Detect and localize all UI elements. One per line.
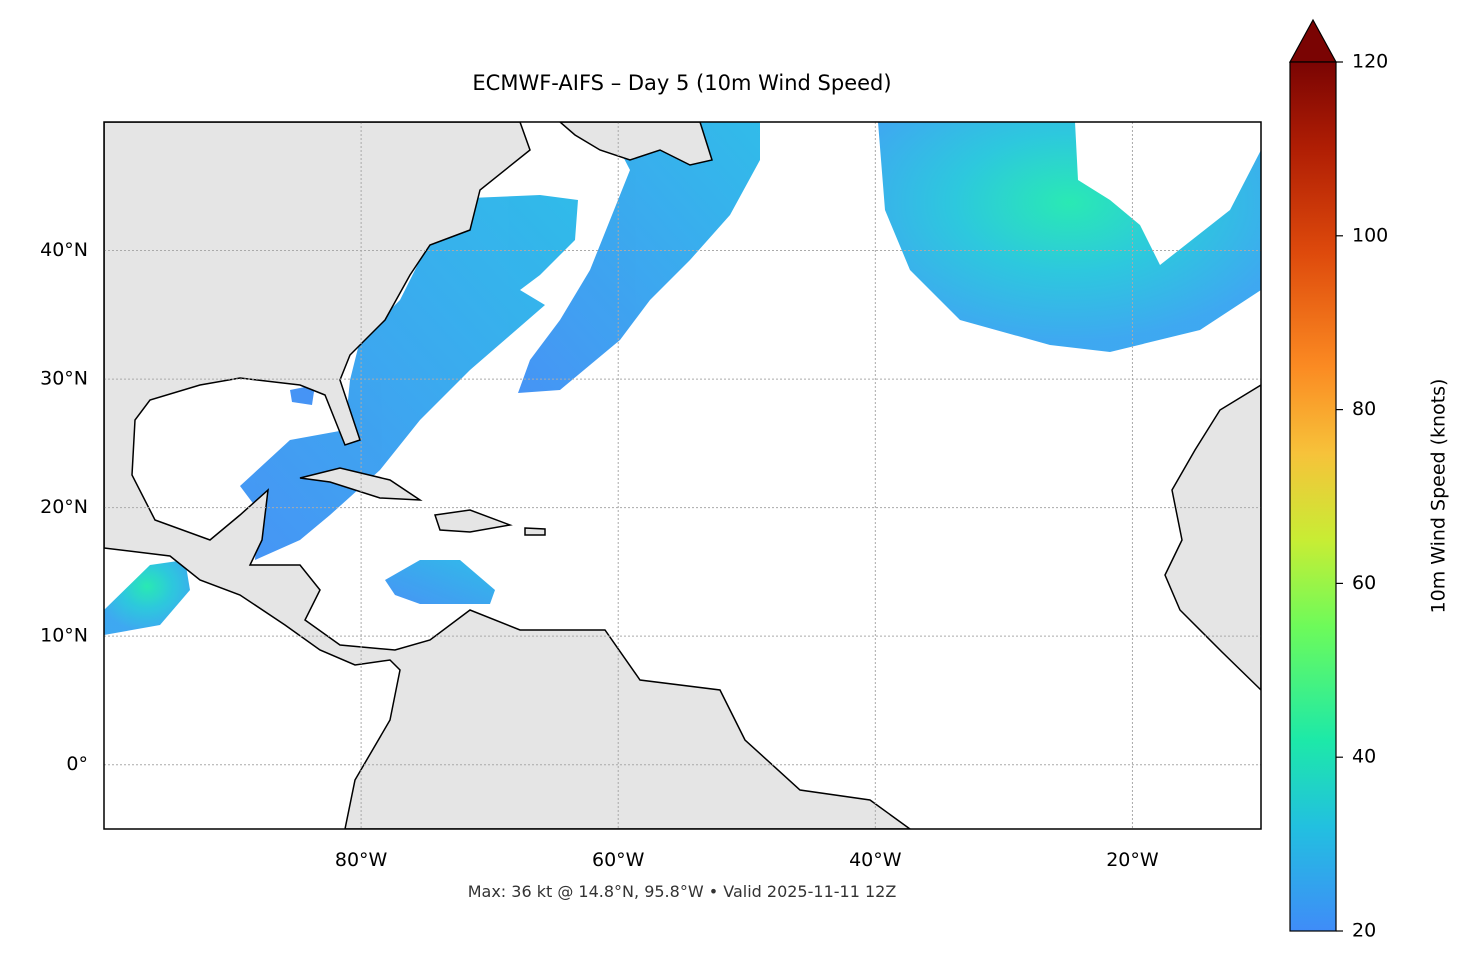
x-tick-label: 20°W (1106, 849, 1159, 871)
y-tick-label: 20°N (40, 496, 88, 518)
map-frame (103, 121, 1262, 830)
wind-area (878, 122, 1261, 352)
map-area (104, 122, 1261, 829)
colorbar-tick-label: 120 (1352, 51, 1388, 73)
x-tick-label: 60°W (592, 849, 645, 871)
colorbar-tick-label: 80 (1352, 398, 1376, 420)
wind-area (290, 385, 315, 405)
ticks: 80°W 60°W 40°W 20°W 0° 10°N 20°N 30°N 40°N (40, 239, 1159, 871)
hispaniola (434, 509, 513, 533)
colorbar-extend (1288, 18, 1338, 63)
grid (104, 122, 1261, 829)
wind-field (104, 122, 1261, 635)
y-tick-label: 10°N (40, 625, 88, 647)
colorbar-tick-label: 60 (1352, 572, 1376, 594)
colorbar (1289, 61, 1337, 932)
land (104, 122, 1261, 829)
map-note: Max: 36 kt @ 14.8°N, 95.8°W • Valid 2025… (468, 882, 897, 901)
wind-area (385, 560, 495, 604)
cuba (299, 467, 423, 501)
africa (1164, 384, 1261, 692)
colorbar-label: 10m Wind Speed (knots) (1428, 379, 1450, 614)
americas (104, 122, 912, 829)
colorbar-tick-label: 40 (1352, 746, 1376, 768)
puerto-rico (524, 527, 546, 536)
map-title: ECMWF-AIFS – Day 5 (10m Wind Speed) (472, 71, 891, 95)
canada-maritimes (558, 122, 713, 166)
y-tick-label: 40°N (40, 239, 88, 261)
x-tick-label: 80°W (335, 849, 388, 871)
colorbar-tick-label: 100 (1352, 224, 1388, 246)
y-tick-label: 0° (66, 753, 88, 775)
x-tick-label: 40°W (849, 849, 902, 871)
wind-area (240, 195, 578, 560)
wind-area (518, 122, 760, 393)
wind-area (104, 560, 190, 635)
colorbar-ticks: 20 40 60 80 100 120 (1336, 51, 1388, 942)
colorbar-tick-label: 20 (1352, 920, 1376, 942)
y-tick-label: 30°N (40, 368, 88, 390)
